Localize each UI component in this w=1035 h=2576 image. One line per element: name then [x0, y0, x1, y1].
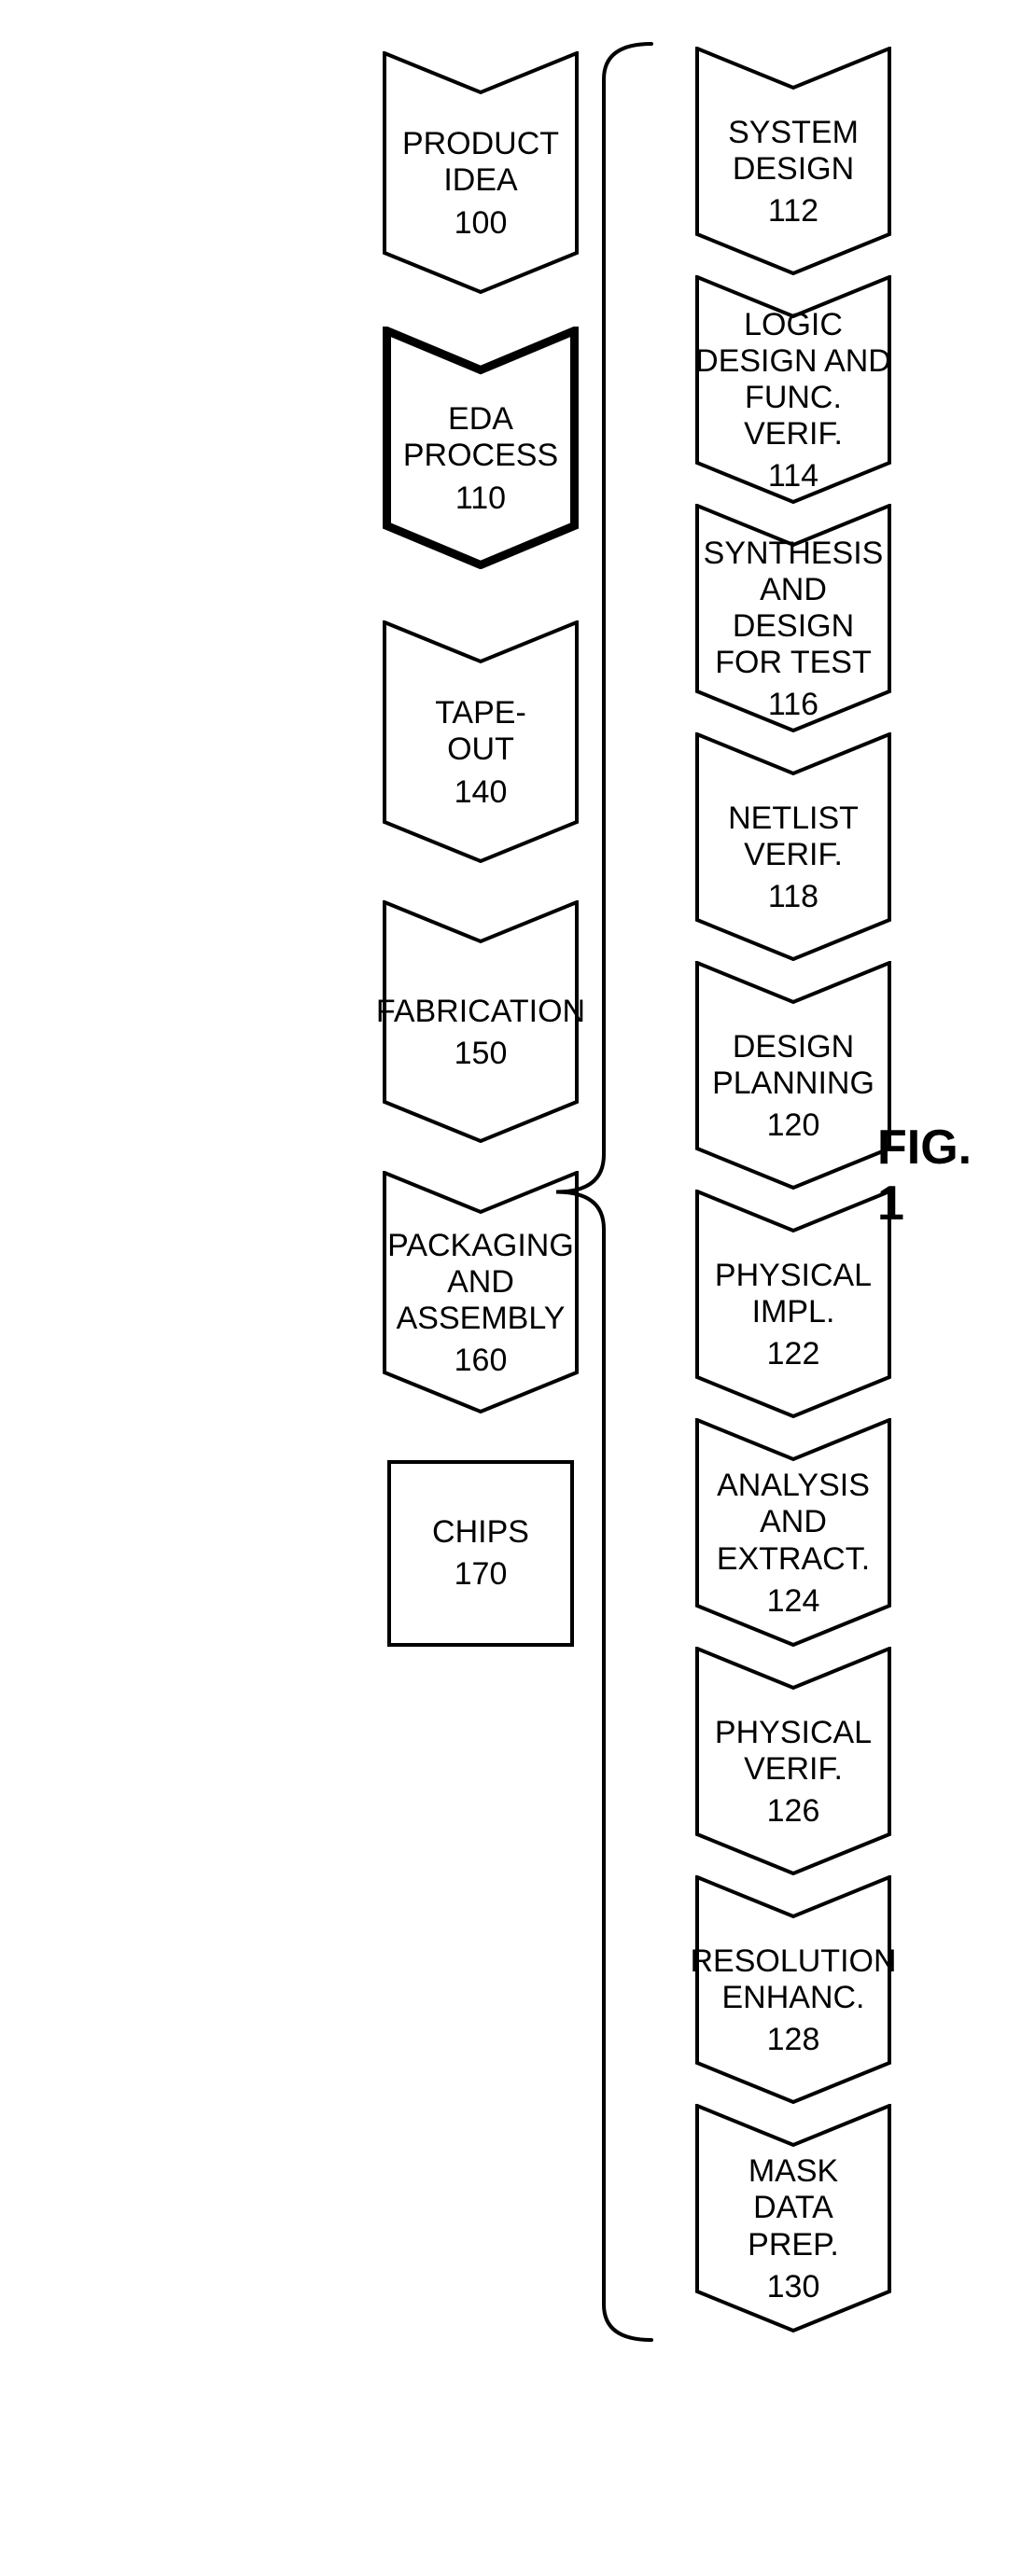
flow-step-system-design: SYSTEMDESIGN 112	[695, 47, 891, 275]
step-label: AND DESIGN	[695, 572, 891, 645]
step-number: 126	[767, 1793, 820, 1830]
step-number: 128	[767, 2022, 820, 2058]
flow-step-synthesis: SYNTHESISAND DESIGNFOR TEST 116	[695, 504, 891, 732]
step-label: DATA	[753, 2190, 833, 2226]
step-number: 100	[455, 205, 508, 242]
step-label: PLANNING	[712, 1065, 874, 1102]
step-number: 112	[768, 193, 818, 230]
step-label: ENHANC.	[721, 1980, 864, 2016]
step-number: 122	[767, 1336, 820, 1372]
flow-step-physical-impl: PHYSICALIMPL. 122	[695, 1190, 891, 1418]
step-label: VERIF.	[744, 837, 843, 873]
figure-label: FIG. 1	[877, 1120, 1007, 1232]
step-number: 140	[455, 774, 508, 811]
flow-step-resolution-enhanc: RESOLUTIONENHANC.128	[695, 1875, 891, 2104]
step-label: AND	[760, 1504, 827, 1540]
flow-step-packaging: PACKAGINGANDASSEMBLY 160	[383, 1171, 579, 1413]
step-label: PACKAGING	[387, 1228, 574, 1264]
step-label: PHYSICAL	[715, 1715, 872, 1751]
step-number: 130	[767, 2269, 820, 2305]
step-label: AND	[447, 1264, 514, 1301]
step-label: VERIF.	[744, 1751, 843, 1788]
eda-flow-diagram: PRODUCTIDEA 100 EDAPROCESS 110 TAPE-OUT 140…	[28, 28, 1007, 2547]
step-label: OUT	[447, 731, 514, 768]
step-number: 116	[768, 687, 818, 723]
step-label: NETLIST	[728, 801, 859, 837]
step-number: 120	[767, 1107, 820, 1144]
flow-step-eda-process: EDAPROCESS 110	[383, 327, 579, 569]
step-label: SYSTEM	[728, 115, 859, 151]
step-label: PREP.	[748, 2227, 839, 2263]
step-label: DESIGN	[733, 151, 854, 188]
flow-step-design-planning: DESIGNPLANNING 120	[695, 961, 891, 1190]
step-label: DESIGN AND	[695, 343, 891, 380]
step-label: FOR TEST	[715, 645, 872, 681]
step-label: ASSEMBLY	[397, 1301, 566, 1337]
step-number: 110	[455, 480, 506, 517]
step-label: PROCESS	[403, 438, 558, 474]
flow-step-product-idea: PRODUCTIDEA 100	[383, 51, 579, 294]
flow-step-chips: CHIPS 170	[387, 1460, 574, 1647]
step-label: ANALYSIS	[717, 1468, 870, 1504]
step-label: RESOLUTION	[690, 1943, 896, 1980]
step-number: 170	[455, 1556, 508, 1593]
flow-step-tape-out: TAPE-OUT 140	[383, 620, 579, 863]
step-label: MASK	[748, 2153, 838, 2190]
step-label: LOGIC	[744, 307, 843, 343]
step-label: PRODUCT	[402, 126, 559, 162]
step-label: TAPE-	[435, 695, 526, 731]
step-label: FUNC. VERIF.	[695, 380, 891, 453]
step-number: 150	[455, 1036, 508, 1072]
step-label: FABRICATION	[376, 994, 585, 1030]
step-number: 114	[768, 458, 818, 494]
step-label: IMPL.	[752, 1294, 835, 1330]
flow-step-mask-data-prep: MASKDATAPREP. 130	[695, 2104, 891, 2332]
flow-step-logic-design: LOGICDESIGN ANDFUNC. VERIF. 114	[695, 275, 891, 504]
step-label: DESIGN	[733, 1029, 854, 1065]
step-number: 160	[455, 1343, 508, 1379]
step-label: EDA	[448, 401, 513, 438]
flow-step-analysis-extract: ANALYSISANDEXTRACT. 124	[695, 1418, 891, 1647]
flow-step-physical-verif: PHYSICALVERIF. 126	[695, 1647, 891, 1875]
flow-step-fabrication: FABRICATION150	[383, 900, 579, 1143]
step-label: CHIPS	[432, 1514, 529, 1551]
step-label: IDEA	[443, 162, 517, 199]
step-label: EXTRACT.	[717, 1541, 870, 1578]
step-number: 118	[768, 879, 818, 915]
flow-step-netlist-verif: NETLISTVERIF. 118	[695, 732, 891, 961]
step-label: PHYSICAL	[715, 1258, 872, 1294]
step-number: 124	[767, 1583, 820, 1620]
step-label: SYNTHESIS	[704, 536, 884, 572]
